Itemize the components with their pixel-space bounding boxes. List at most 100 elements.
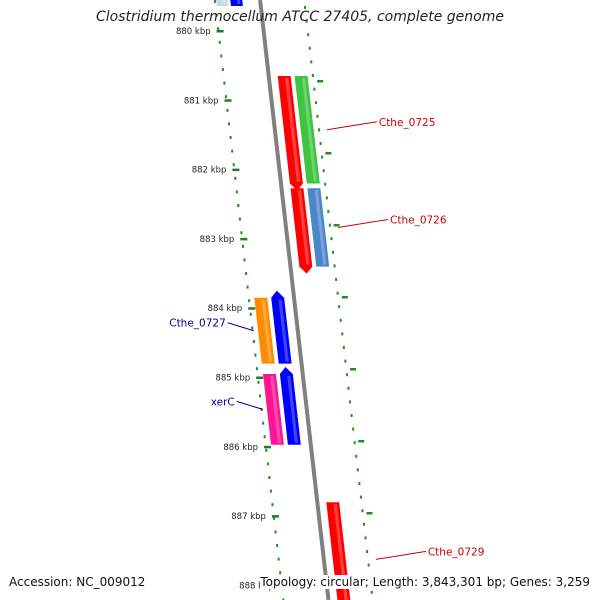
gc-dot-right bbox=[330, 237, 333, 241]
gc-dot-left bbox=[254, 353, 257, 357]
gc-dot-right bbox=[333, 264, 336, 268]
gc-dot-right bbox=[322, 169, 325, 173]
label-layer: 880 kbp 881 kbp 882 kbp 883 kbp 884 kbp 885 k… bbox=[169, 27, 484, 591]
gc-dot-right bbox=[308, 46, 311, 50]
partial-gene-bar-top bbox=[230, 0, 243, 6]
gc-dot-right bbox=[359, 495, 362, 499]
tick-label: 888 kbp bbox=[239, 581, 274, 591]
partial-cog-bar-top bbox=[216, 0, 228, 6]
gc-dot-left bbox=[214, 0, 217, 3]
gc-dot-right bbox=[321, 155, 324, 159]
gc-dot-right bbox=[356, 468, 359, 472]
gc-dot-left bbox=[223, 81, 226, 85]
gc-dot-left bbox=[262, 421, 265, 425]
gc-dot-right bbox=[362, 522, 365, 526]
cog-bar-cthe_0726-shade bbox=[314, 190, 327, 265]
gc-dot-right bbox=[358, 482, 361, 485]
gc-dash-right bbox=[341, 296, 348, 299]
gc-dot-left bbox=[238, 217, 241, 221]
partial-gene-bar-top-shade bbox=[236, 0, 241, 4]
cog-bar-xerc bbox=[263, 374, 284, 445]
gc-dot-left bbox=[243, 258, 246, 262]
feature-track bbox=[216, 0, 351, 600]
backbone-track bbox=[258, 0, 331, 600]
gc-dot-right bbox=[353, 441, 356, 445]
gc-dot-right bbox=[338, 305, 341, 309]
gene-arrow-cthe_0727-shade bbox=[278, 299, 289, 362]
gc-dot-right bbox=[318, 128, 321, 132]
gene-arrow-xerc bbox=[279, 367, 301, 445]
gc-dot-left bbox=[255, 367, 258, 371]
gc-dot-right bbox=[347, 386, 350, 390]
gene-label-leader bbox=[337, 218, 389, 228]
gc-dot-left bbox=[218, 40, 221, 44]
gc-dash-right bbox=[366, 512, 373, 515]
gc-dot-left bbox=[234, 176, 237, 180]
gc-dot-left bbox=[226, 108, 229, 112]
gc-dot-left bbox=[257, 380, 260, 384]
gc-dot-left bbox=[231, 149, 234, 153]
tick-mark bbox=[232, 168, 240, 172]
gc-dot-right bbox=[364, 536, 367, 540]
gc-dot-left bbox=[274, 530, 277, 534]
gene-label-leader bbox=[227, 322, 254, 332]
gc-content-track bbox=[214, 0, 373, 600]
gc-dot-right bbox=[335, 278, 338, 281]
tick-mark bbox=[264, 445, 272, 449]
gc-dot-left bbox=[277, 557, 280, 561]
gene-label-leader bbox=[326, 121, 377, 131]
gc-dash-right bbox=[358, 440, 365, 443]
gc-dot-right bbox=[345, 373, 348, 377]
gc-dot-left bbox=[221, 68, 224, 71]
gc-dot-right bbox=[310, 60, 313, 64]
gc-dot-right bbox=[305, 19, 308, 23]
gene-arrow-cthe_0725-shade bbox=[285, 78, 301, 182]
gc-dot-left bbox=[272, 516, 275, 520]
gc-dot-left bbox=[220, 54, 223, 58]
cog-bar-cthe_0727-shade bbox=[261, 299, 272, 362]
gc-dot-right bbox=[352, 427, 355, 431]
gc-dot-right bbox=[311, 74, 314, 77]
gc-dot-left bbox=[232, 163, 235, 167]
gene-label-leader bbox=[375, 550, 426, 560]
gc-dash-right bbox=[317, 80, 324, 83]
tick-label: 887 kbp bbox=[231, 512, 266, 522]
gene-arrow-cthe_0725 bbox=[277, 76, 303, 191]
gc-dot-right bbox=[344, 359, 347, 363]
gc-dot-left bbox=[245, 272, 248, 275]
gc-dot-left bbox=[217, 27, 220, 31]
gc-dot-left bbox=[237, 204, 240, 207]
genome-backbone-line bbox=[258, 0, 331, 600]
accession-label: Accession: NC_009012 bbox=[9, 575, 146, 589]
gc-dot-right bbox=[366, 550, 369, 553]
gc-dot-right bbox=[350, 414, 353, 417]
gc-dot-left bbox=[268, 476, 271, 479]
gc-dash-right bbox=[325, 152, 332, 155]
cog-bar-cthe_0725 bbox=[294, 76, 320, 184]
cog-bar-cthe_0726 bbox=[307, 188, 330, 267]
gc-dot-right bbox=[341, 332, 344, 336]
gc-dot-right bbox=[349, 400, 352, 404]
gc-dot-left bbox=[241, 244, 244, 248]
tick-mark bbox=[271, 515, 279, 518]
gc-dot-right bbox=[339, 318, 342, 322]
gc-dot-left bbox=[248, 299, 251, 303]
gc-dot-left bbox=[228, 122, 231, 126]
gc-dot-left bbox=[276, 544, 279, 547]
tick-label: 886 kbp bbox=[223, 443, 258, 453]
tick-label: 882 kbp bbox=[192, 166, 227, 176]
gc-dot-right bbox=[325, 196, 328, 200]
tick-label: 880 kbp bbox=[176, 27, 211, 37]
gc-dot-left bbox=[235, 190, 238, 194]
gc-dot-left bbox=[282, 598, 285, 600]
gc-dot-left bbox=[266, 462, 269, 466]
gc-dot-right bbox=[361, 509, 364, 513]
tick-mark bbox=[256, 376, 264, 379]
gc-dot-left bbox=[279, 571, 282, 575]
gc-dot-left bbox=[240, 231, 243, 235]
gc-dot-right bbox=[316, 114, 319, 118]
gene-label-cthe_0726: Cthe_0726 bbox=[390, 214, 447, 226]
gc-dot-right bbox=[324, 182, 327, 186]
